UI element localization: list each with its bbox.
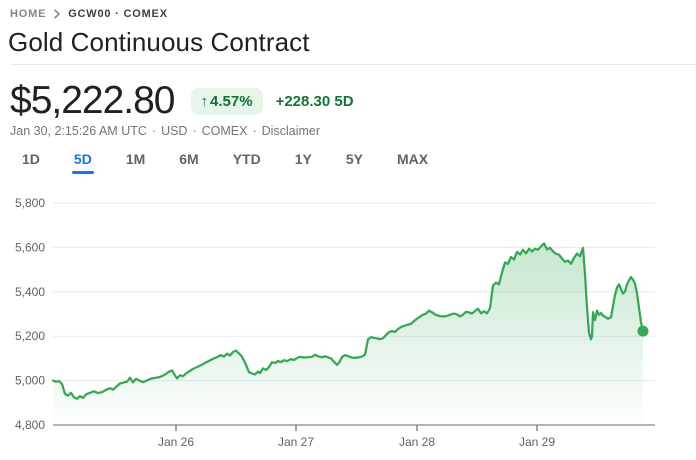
disclaimer-link[interactable]: Disclaimer xyxy=(261,124,320,138)
change-absolute-value: +228.30 xyxy=(275,92,331,110)
y-axis-label: 4,800 xyxy=(15,418,45,432)
price-line xyxy=(51,242,645,400)
change-percent: 4.57% xyxy=(210,92,253,110)
x-axis-label: Jan 29 xyxy=(519,435,555,449)
x-axis-label: Jan 28 xyxy=(399,435,435,449)
x-axis-label: Jan 26 xyxy=(158,435,194,449)
meta-separator: · xyxy=(151,124,157,138)
tab-1y[interactable]: 1Y xyxy=(294,151,312,167)
quote-currency: USD xyxy=(161,124,188,138)
y-axis-label: 5,000 xyxy=(15,374,45,388)
change-period: 5D xyxy=(334,92,354,110)
page-title: Gold Continuous Contract xyxy=(8,27,310,57)
arrow-up-icon: ↑ xyxy=(200,92,209,110)
current-price: $5,222.80 xyxy=(10,79,176,122)
quote-exchange: COMEX xyxy=(201,124,248,138)
breadcrumb: HOME GCW00 · COMEX xyxy=(10,8,168,20)
y-axis-label: 5,400 xyxy=(15,285,45,299)
tab-5y[interactable]: 5Y xyxy=(345,151,363,167)
meta-separator: · xyxy=(252,124,257,138)
y-axis-label: 5,600 xyxy=(15,240,45,254)
tab-1m[interactable]: 1M xyxy=(125,151,146,167)
last-price-dot xyxy=(637,325,649,337)
breadcrumb-home-link[interactable]: HOME xyxy=(10,8,47,20)
tab-5d[interactable]: 5D xyxy=(71,151,94,174)
tab-6m[interactable]: 6M xyxy=(179,151,199,167)
range-tabs: 1D 5D 1M 6M YTD 1Y 5Y MAX xyxy=(22,151,428,174)
change-absolute: +228.30 5D xyxy=(276,93,354,110)
price-chart[interactable]: 5,800 5,600 5,400 5,200 5,000 4,800 Jan 26 Jan … xyxy=(0,190,696,460)
chevron-right-icon xyxy=(53,9,61,19)
tab-ytd[interactable]: YTD xyxy=(232,151,261,167)
tab-max[interactable]: MAX xyxy=(396,151,429,167)
x-axis-label: Jan 27 xyxy=(278,435,314,449)
price-area-fill xyxy=(53,243,643,425)
breadcrumb-symbol: GCW00 · COMEX xyxy=(68,8,168,20)
meta-separator: · xyxy=(192,124,197,138)
y-axis-label: 5,200 xyxy=(15,329,45,343)
change-percent-badge: ↑ 4.57% xyxy=(190,87,263,115)
quote-meta: Jan 30, 2:15:26 AM UTC · USD · COMEX · D… xyxy=(10,124,320,138)
tab-1d[interactable]: 1D xyxy=(22,151,40,167)
quote-row: $5,222.80 ↑ 4.57% +228.30 5D xyxy=(10,80,354,122)
y-axis-label: 5,800 xyxy=(15,196,45,210)
price-chart-svg[interactable]: 5,800 5,600 5,400 5,200 5,000 4,800 Jan 26 Jan … xyxy=(0,190,696,460)
quote-timestamp: Jan 30, 2:15:26 AM UTC xyxy=(10,124,147,138)
title-divider xyxy=(10,64,696,65)
